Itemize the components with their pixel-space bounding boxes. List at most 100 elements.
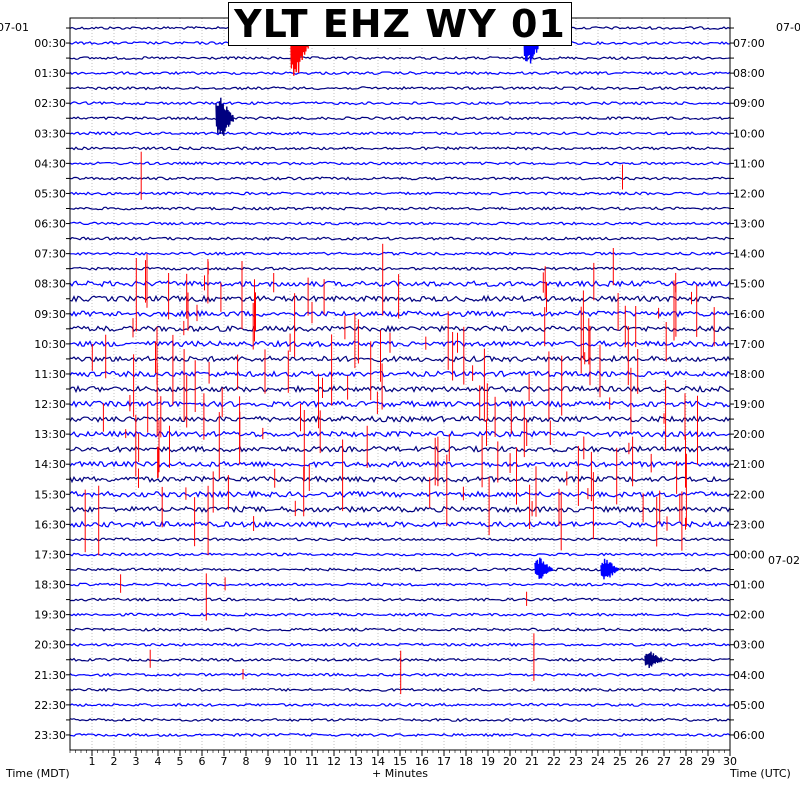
left-time-label: 02:30 — [34, 97, 66, 110]
left-time-label: 08:30 — [34, 278, 66, 291]
right-time-label: 04:00 — [733, 669, 765, 682]
left-time-label: 04:30 — [34, 157, 66, 170]
left-time-label: 15:30 — [34, 488, 66, 501]
event-burst — [600, 558, 620, 580]
left-time-label: 11:30 — [34, 368, 66, 381]
x-tick-label: 8 — [243, 755, 250, 768]
trace-line — [69, 460, 731, 469]
right-time-label: 08:00 — [733, 67, 765, 80]
trace-line — [69, 101, 731, 106]
left-time-label: 22:30 — [34, 699, 66, 712]
left-time-label: 17:30 — [34, 548, 66, 561]
x-tick-label: 17 — [437, 755, 451, 768]
trace-line — [69, 505, 731, 514]
trace-line — [69, 266, 731, 271]
right-time-label: 20:00 — [733, 428, 765, 441]
right-time-label: 05:00 — [733, 699, 765, 712]
trace-line — [69, 236, 731, 241]
trace-line — [69, 294, 731, 303]
left-time-label: 09:30 — [34, 308, 66, 321]
trace-line — [69, 116, 731, 121]
x-tick-label: 29 — [701, 755, 715, 768]
seismic-traces — [69, 25, 731, 738]
x-tick-label: 14 — [371, 755, 385, 768]
right-time-axis: 07:00 08:00 09:00 10:00 11:00 12:00 13:00 14:00… — [733, 37, 765, 742]
event-burst — [215, 97, 235, 136]
left-time-label: 03:30 — [34, 127, 66, 140]
left-time-label: 10:30 — [34, 338, 66, 351]
axis-ticks — [66, 27, 734, 756]
right-date-label: 07-01 — [776, 21, 800, 34]
left-time-label: 06:30 — [34, 218, 66, 231]
x-tick-label: 6 — [199, 755, 206, 768]
right-time-label: 03:00 — [733, 639, 765, 652]
x-tick-label: 3 — [133, 755, 140, 768]
x-tick-label: 20 — [503, 755, 517, 768]
trace-line — [69, 444, 731, 453]
left-time-label: 23:30 — [34, 729, 66, 742]
right-time-label: 13:00 — [733, 218, 765, 231]
x-tick-label: 4 — [155, 755, 162, 768]
trace-line — [69, 430, 731, 438]
minute-axis: 1 2 3 4 5 6 7 8 9 10 11 12 13 14 15 16 17 18 19 20 21 22 23 24 2… — [89, 755, 738, 768]
trace-line — [69, 490, 731, 499]
trace-line — [69, 475, 731, 484]
trace-line — [69, 612, 731, 617]
right-axis-title: Time (UTC) — [729, 767, 791, 780]
right-time-label: 06:00 — [733, 729, 765, 742]
trace-line — [69, 415, 731, 423]
left-time-label: 00:30 — [34, 37, 66, 50]
right-time-label: 01:00 — [733, 579, 765, 592]
trace-line — [69, 176, 731, 181]
x-tick-label: 9 — [265, 755, 272, 768]
x-tick-label: 7 — [221, 755, 228, 768]
trace-line — [69, 400, 731, 408]
trace-line — [69, 627, 730, 632]
trace-line — [69, 86, 731, 91]
trace-line — [69, 520, 731, 529]
left-time-label: 13:30 — [34, 428, 66, 441]
event-burst — [644, 651, 664, 669]
trace-line — [69, 161, 731, 166]
trace-line — [69, 309, 731, 318]
left-time-label: 14:30 — [34, 458, 66, 471]
trace-line — [69, 717, 731, 722]
trace-line — [70, 251, 731, 256]
trace-line — [69, 131, 731, 136]
left-time-axis: 00:30 01:30 02:30 03:30 04:30 05:30 06:30 07:30… — [34, 37, 66, 742]
x-tick-label: 25 — [613, 755, 627, 768]
trace-line — [69, 280, 731, 288]
trace-line — [69, 221, 731, 226]
trace-line — [69, 642, 731, 647]
trace-line — [69, 537, 731, 542]
right-time-label: 18:00 — [733, 368, 765, 381]
x-tick-label: 18 — [459, 755, 473, 768]
x-tick-label: 13 — [349, 755, 363, 768]
x-tick-label: 24 — [591, 755, 605, 768]
left-time-label: 07:30 — [34, 248, 66, 261]
x-axis-title: + Minutes — [372, 767, 428, 780]
right-time-label: 16:00 — [733, 308, 765, 321]
x-tick-label: 2 — [111, 755, 118, 768]
x-tick-label: 11 — [305, 755, 319, 768]
right-time-label: 11:00 — [733, 157, 765, 170]
x-tick-label: 5 — [177, 755, 184, 768]
trace-line — [69, 582, 731, 587]
trace-line — [69, 56, 731, 61]
event-spikes — [84, 13, 715, 695]
right-date-next-label: 07-02 — [768, 554, 800, 567]
x-tick-label: 30 — [723, 755, 737, 768]
trace-line — [69, 191, 731, 196]
trace-line — [69, 702, 731, 707]
trace-line — [69, 70, 731, 76]
right-time-label: 15:00 — [733, 278, 765, 291]
right-time-label: 22:00 — [733, 488, 765, 501]
trace-line — [69, 354, 731, 363]
right-time-label: 19:00 — [733, 398, 765, 411]
x-tick-label: 22 — [547, 755, 561, 768]
trace-line — [69, 384, 731, 394]
left-time-label: 20:30 — [34, 639, 66, 652]
trace-line — [69, 687, 731, 693]
x-tick-label: 15 — [393, 755, 407, 768]
left-time-label: 19:30 — [34, 609, 66, 622]
